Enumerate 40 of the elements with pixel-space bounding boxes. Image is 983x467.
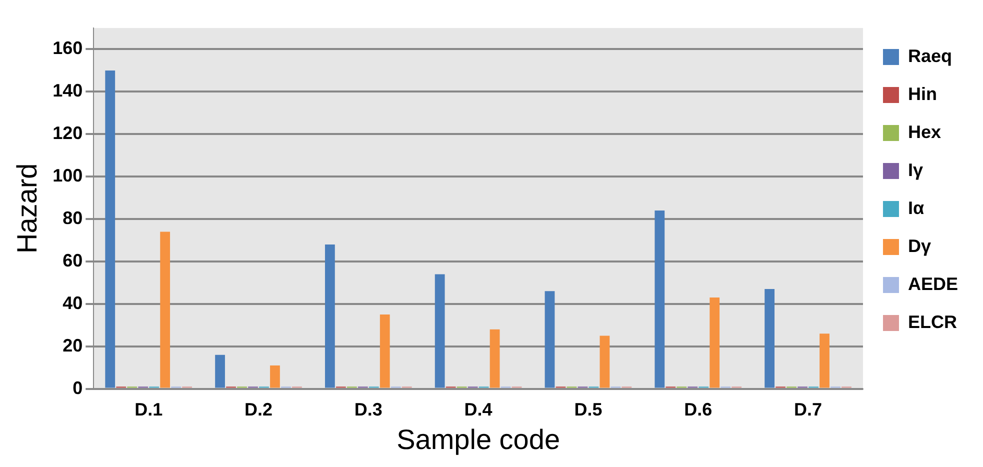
legend-label: Dγ [908,236,932,256]
bar [324,244,335,388]
legend-label: Iα [908,198,924,218]
bar [544,291,555,388]
legend-label: Iγ [908,160,924,180]
y-tick-label: 60 [62,250,83,270]
y-tick-label: 20 [62,335,83,356]
y-tick-label: 40 [62,292,83,313]
bar [160,232,170,388]
legend-label: ELCR [908,312,957,332]
legend-label: Raeq [908,46,952,66]
y-tick-label: 120 [52,123,83,144]
x-tick-label: D.3 [354,400,382,420]
legend-label: Hex [908,122,942,142]
bar [490,329,500,388]
bar [380,314,390,388]
x-tick-label: D.2 [244,400,272,420]
y-tick-label: 160 [52,38,83,58]
bar [710,298,720,388]
legend-label: Hin [908,84,937,104]
x-axis-title: Sample code [396,424,560,455]
x-tick-label: D.1 [134,400,163,420]
y-tick-label: 140 [52,80,83,101]
bar [270,365,280,388]
bar [764,289,775,388]
x-tick-label: D.4 [464,400,492,420]
y-axis-title: Hazard [12,163,43,254]
y-tick-label: 0 [72,378,83,398]
y-tick-label: 100 [52,166,83,186]
bar [105,70,116,388]
x-tick-label: D.7 [794,400,822,420]
bar [820,334,830,388]
bar [654,210,665,388]
x-tick-label: D.5 [574,400,602,420]
bar [215,354,225,388]
bar [434,274,445,388]
x-tick-label: D.6 [684,400,712,420]
bar [600,336,610,388]
legend-label: AEDE [908,274,958,294]
y-tick-label: 80 [62,208,83,228]
